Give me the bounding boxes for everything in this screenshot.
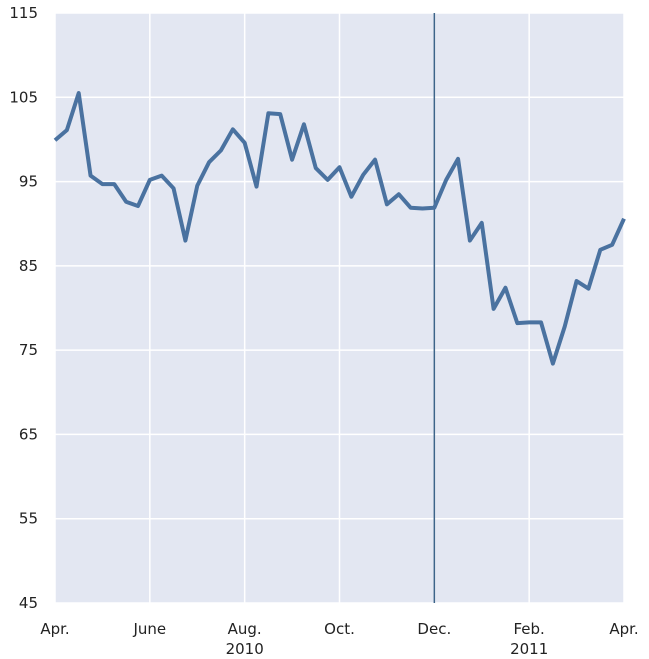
x-tick-label: June	[132, 620, 166, 638]
y-tick-label: 65	[19, 425, 38, 443]
x-tick-label-line: Oct.	[324, 620, 355, 638]
x-tick-label: Apr.	[40, 620, 69, 638]
x-tick-label-line: Apr.	[40, 620, 69, 638]
x-tick-label-line: 2011	[510, 640, 548, 658]
x-tick-label-line: Apr.	[609, 620, 638, 638]
data-line	[53, 91, 626, 366]
y-tick-label: 105	[9, 88, 38, 106]
x-tick-label: Oct.	[324, 620, 355, 638]
x-tick-label-line: Feb.	[514, 620, 545, 638]
x-tick-label: Feb. 2011	[510, 620, 548, 658]
x-tick-label: Dec.	[417, 620, 451, 638]
y-tick-label: 75	[19, 341, 38, 359]
y-tick-label: 45	[19, 594, 38, 612]
x-tick-label-line: June	[132, 620, 166, 638]
y-tick-label: 55	[19, 510, 38, 528]
x-tick-label: Apr.	[609, 620, 638, 638]
y-tick-label: 85	[19, 257, 38, 275]
y-tick-label: 95	[19, 173, 38, 191]
x-tick-label-line: Aug.	[228, 620, 262, 638]
x-tick-label-line: Dec.	[417, 620, 451, 638]
x-tick-label-line: 2010	[226, 640, 264, 658]
x-tick-label: Aug. 2010	[226, 620, 264, 658]
y-tick-label: 115	[9, 4, 38, 22]
